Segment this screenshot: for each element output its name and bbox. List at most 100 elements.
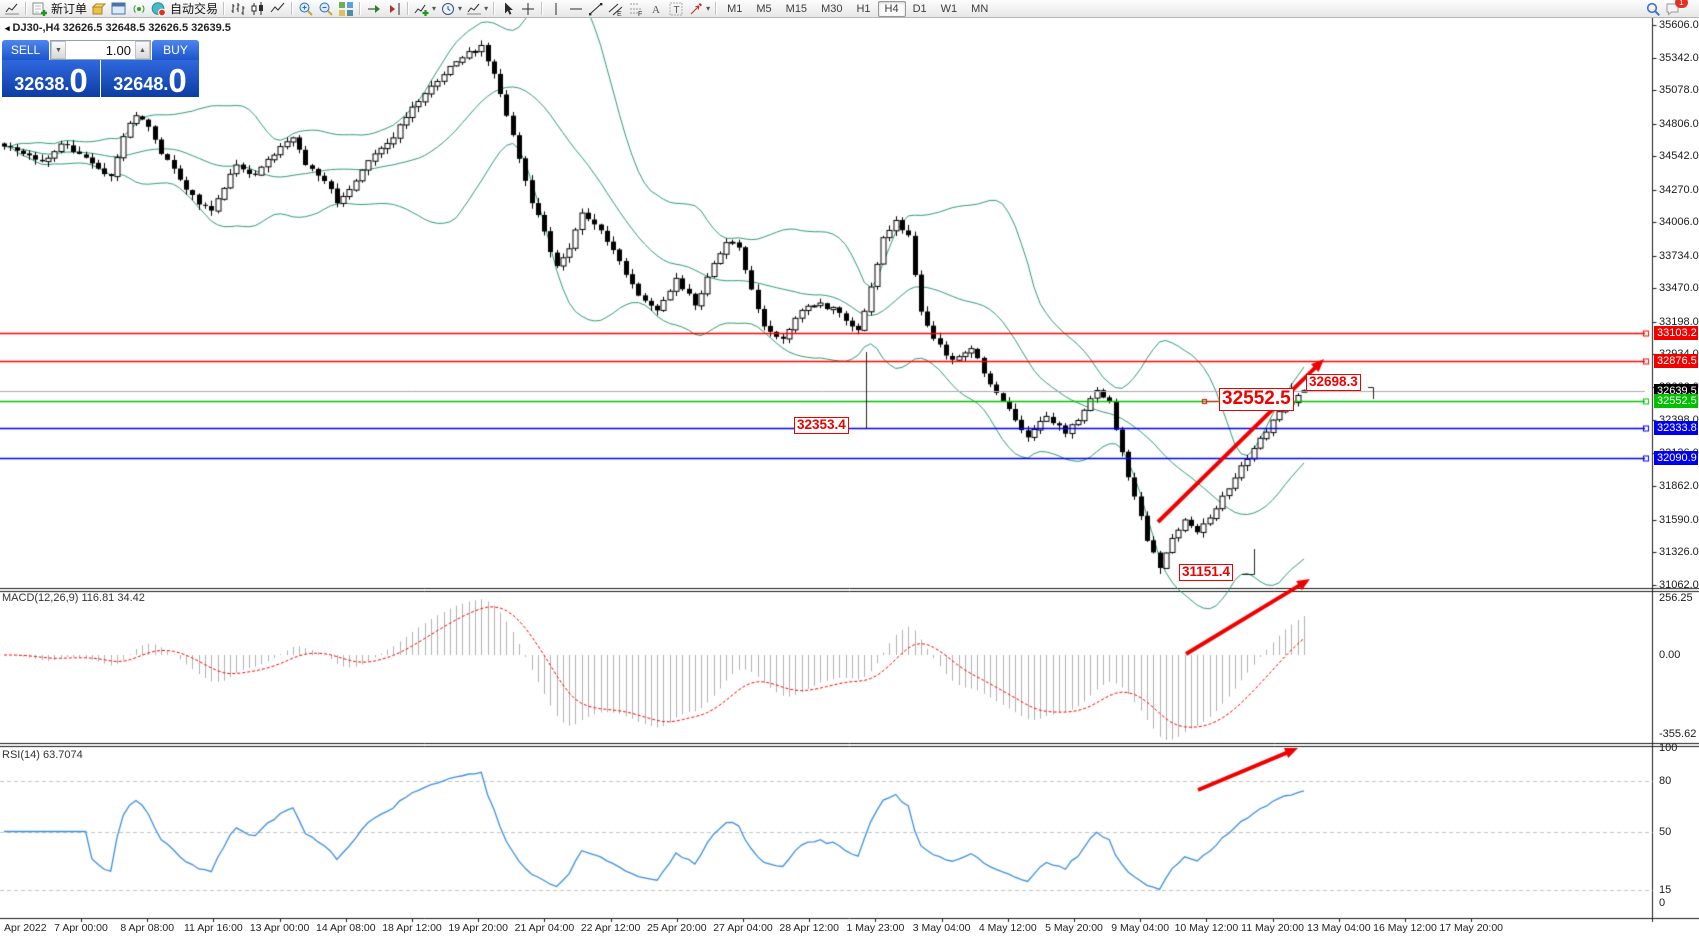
timeframe-button-w1[interactable]: W1: [940, 2, 958, 15]
price-axis-tick: 35342.0: [1659, 51, 1699, 64]
volume-stepper: ▼ ▲: [50, 40, 151, 60]
neworder-icon: [32, 1, 48, 17]
level-price-tag: 32552.5: [1654, 394, 1698, 409]
crosshair-tool-button[interactable]: [518, 1, 538, 17]
sell-button[interactable]: SELL: [2, 40, 49, 60]
chevron-down-icon[interactable]: ▾: [706, 4, 711, 13]
cursor-icon: [500, 1, 516, 17]
notifications-button[interactable]: 1: [1663, 0, 1688, 17]
market-watch-button[interactable]: [89, 1, 109, 17]
macd-axis-tick: -355.62: [1659, 728, 1697, 740]
level-price-tag: 32090.9: [1654, 451, 1698, 466]
timeframe-button-d1[interactable]: D1: [912, 2, 927, 15]
price-annotation-32552[interactable]: 32552.5: [1219, 388, 1294, 411]
window-icon: [111, 1, 127, 17]
chevron-down-icon[interactable]: ▾: [484, 4, 489, 13]
zoomout-icon: [318, 1, 334, 17]
search-button[interactable]: [1643, 1, 1663, 17]
profiles-button[interactable]: ▾: [438, 1, 464, 17]
timeframe-button-m1[interactable]: M1: [727, 2, 743, 15]
one-click-trade-panel: SELL ▼ ▲ BUY 32638.0 32648.0: [2, 40, 199, 97]
data-window-button[interactable]: [109, 1, 129, 17]
sell-price[interactable]: 32638. 0: [2, 60, 100, 97]
cube-icon: [91, 1, 107, 17]
equidistant-channel-tool-button[interactable]: E: [606, 1, 626, 17]
rsi-axis-tick: 80: [1659, 775, 1672, 788]
vertical-line-tool-button[interactable]: [546, 1, 566, 17]
zoom-out-button[interactable]: [316, 1, 336, 17]
arrow-objects-button[interactable]: ▾: [686, 1, 712, 17]
price-annotation-31151[interactable]: 31151.4: [1179, 564, 1234, 581]
arrows-icon: [688, 1, 704, 17]
shift-icon: [386, 1, 402, 17]
time-axis-label: 27 Apr 04:00: [713, 922, 773, 934]
new-order-button[interactable]: 新订单: [30, 1, 89, 17]
buy-button[interactable]: BUY: [152, 40, 199, 60]
time-axis-label: 17 May 20:00: [1439, 922, 1504, 934]
price-axis-tick: 31862.0: [1659, 480, 1699, 493]
bar-chart-button[interactable]: [228, 1, 248, 17]
channel-icon: E: [608, 1, 624, 17]
level-price-tag: 32876.5: [1654, 354, 1698, 369]
volume-increase-button[interactable]: ▲: [135, 41, 150, 59]
tile-windows-button[interactable]: [336, 1, 356, 17]
chart-shift-button[interactable]: [384, 1, 404, 17]
indicators-button[interactable]: ▾: [464, 1, 490, 17]
volume-input[interactable]: [66, 41, 135, 59]
sell-price-main: 32638: [14, 74, 65, 94]
chart-icon[interactable]: [2, 1, 22, 17]
time-axis-label: 1 May 23:00: [846, 922, 905, 934]
tile-icon: [338, 1, 354, 17]
text-label-tool-button[interactable]: T: [666, 1, 686, 17]
time-axis-label: 4 May 12:00: [978, 922, 1037, 934]
line-chart-button[interactable]: [268, 1, 288, 17]
time-axis-label: 28 Apr 12:00: [779, 922, 839, 934]
price-axis-tick: 34270.0: [1659, 183, 1699, 196]
time-axis-label: 14 Apr 08:00: [316, 922, 376, 934]
timeframe-button-h4[interactable]: H4: [877, 0, 906, 17]
chevron-down-icon[interactable]: ▾: [432, 4, 437, 13]
trendline-tool-button[interactable]: [586, 1, 606, 17]
timeframe-button-m5[interactable]: M5: [756, 2, 772, 15]
volume-decrease-button[interactable]: ▼: [51, 41, 66, 59]
chart-canvas[interactable]: [0, 18, 1699, 936]
auto-scroll-button[interactable]: [364, 1, 384, 17]
rsi-axis-tick: 100: [1659, 742, 1678, 754]
price-annotation-32353[interactable]: 32353.4: [794, 417, 849, 434]
fibonacci-tool-button[interactable]: F: [626, 1, 646, 17]
level-price-tag: 32333.8: [1654, 421, 1698, 436]
autotrading-button[interactable]: 自动交易: [149, 1, 220, 17]
toolbar-separator: [407, 2, 410, 15]
vline-icon: [548, 1, 564, 17]
price-annotation-32698[interactable]: 32698.3: [1306, 374, 1361, 391]
timeframe-button-h1[interactable]: H1: [856, 2, 871, 15]
signals-button[interactable]: [129, 1, 149, 17]
svg-text:A: A: [652, 4, 660, 16]
horizontal-line-tool-button[interactable]: [566, 1, 586, 17]
chevron-down-icon[interactable]: ▾: [458, 4, 463, 13]
toolbar-separator: [493, 2, 496, 15]
zoom-in-button[interactable]: [296, 1, 316, 17]
candlestick-chart-button[interactable]: [248, 1, 268, 17]
cursor-tool-button[interactable]: [498, 1, 518, 17]
buy-price[interactable]: 32648. 0: [101, 60, 199, 97]
text-tool-button[interactable]: A: [646, 1, 666, 17]
time-axis-label: 3 May 04:00: [912, 922, 971, 934]
timeframe-button-m15[interactable]: M15: [785, 2, 808, 15]
level-price-tag: 33103.2: [1654, 326, 1698, 341]
new-chart-button[interactable]: ▾: [412, 1, 438, 17]
price-axis-tick: 33470.0: [1659, 282, 1699, 295]
buy-price-dot: .: [163, 74, 169, 94]
autotrade-icon: [151, 1, 167, 17]
price-axis-tick: 31326.0: [1659, 546, 1699, 559]
timeframe-button-m30[interactable]: M30: [821, 2, 843, 15]
price-axis-tick: 33198.0: [1659, 315, 1699, 328]
time-axis-label: 11 May 20:00: [1241, 922, 1305, 934]
time-axis-label: Apr 2022: [4, 922, 47, 934]
price-axis-tick: 33734.0: [1659, 249, 1699, 262]
collapse-panel-icon[interactable]: ◂: [5, 23, 10, 33]
toolbar-separator: [291, 2, 294, 15]
price-axis-tick: 35078.0: [1659, 84, 1699, 97]
chart-icon: [4, 1, 20, 17]
timeframe-button-mn[interactable]: MN: [971, 2, 989, 15]
